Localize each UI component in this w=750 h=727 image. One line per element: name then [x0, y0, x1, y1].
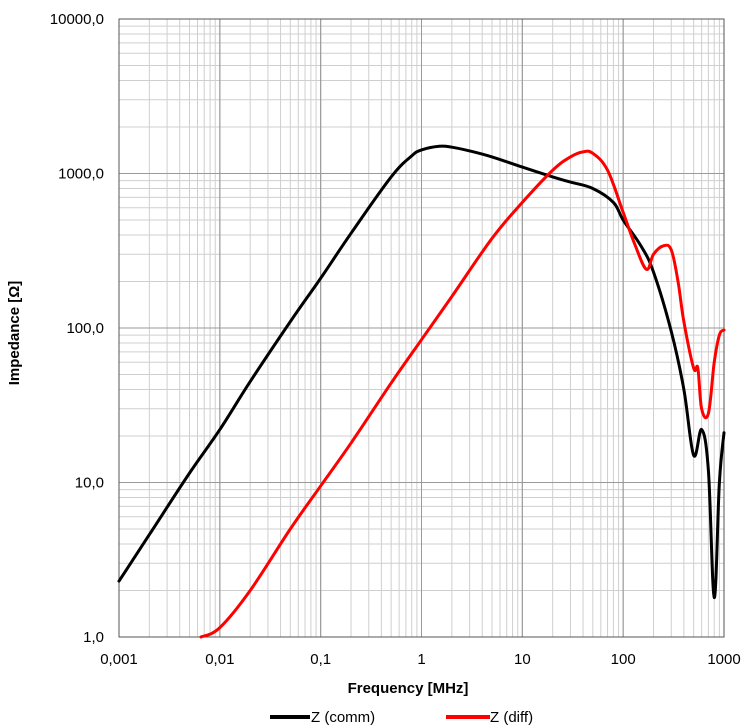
legend-label: Z (diff): [490, 709, 533, 726]
x-tick-label: 1000: [707, 651, 740, 668]
y-tick-label: 1000,0: [58, 166, 104, 183]
legend-label: Z (comm): [311, 709, 375, 726]
y-tick-label: 1,0: [83, 629, 104, 646]
x-tick-label: 1: [417, 651, 425, 668]
x-tick-label: 0,1: [310, 651, 331, 668]
y-axis-title: Impedance [Ω]: [6, 281, 23, 386]
series-layer: [117, 144, 726, 639]
series-line-z-comm: [117, 144, 726, 600]
x-axis-title: Frequency [MHz]: [348, 680, 469, 697]
y-tick-label: 100,0: [66, 320, 104, 337]
series-line-z-diff: [199, 149, 726, 639]
x-tick-label: 10: [514, 651, 531, 668]
y-tick-labels: 1,0 10,0 100,0 1000,0 10000,0: [50, 11, 104, 646]
x-tick-label: 0,01: [205, 651, 234, 668]
x-tick-labels: 0,001 0,01 0,1 1 10 100 1000: [100, 651, 740, 668]
x-tick-label: 0,001: [100, 651, 138, 668]
y-tick-label: 10,0: [75, 475, 104, 492]
legend: Z (comm) Z (diff): [270, 709, 533, 726]
x-tick-label: 100: [611, 651, 636, 668]
plot-frame: [118, 18, 725, 638]
y-tick-label: 10000,0: [50, 11, 104, 28]
